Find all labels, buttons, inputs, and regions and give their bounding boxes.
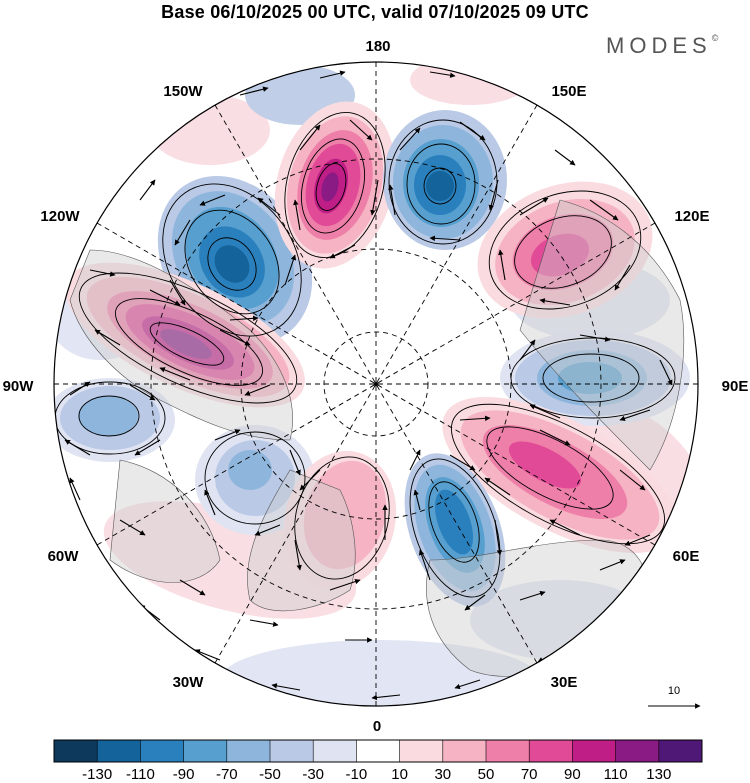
lon-label-30e: 30E bbox=[551, 674, 578, 691]
colorbar-swatch bbox=[97, 740, 141, 762]
colorbar-tick-label: 90 bbox=[564, 766, 581, 783]
lon-label-150e: 150E bbox=[551, 83, 586, 100]
colorbar-swatch bbox=[658, 740, 703, 762]
lon-label-120w: 120W bbox=[40, 208, 80, 225]
colorbar-swatch bbox=[572, 740, 617, 762]
plot-title: Base 06/10/2025 00 UTC, valid 07/10/2025… bbox=[161, 2, 589, 22]
anomaly-positive-120e bbox=[477, 181, 653, 319]
colorbar-tick-label: 50 bbox=[478, 766, 495, 783]
graticule bbox=[54, 62, 698, 706]
anomaly-negative-90w bbox=[54, 378, 175, 462]
colorbar-tick-label: -50 bbox=[259, 766, 281, 783]
anomaly-negative-60w bbox=[195, 425, 315, 535]
colorbar-labels: -130 -110 -90 -70 -50 -30 -10 10 30 50 70 90 110 130 bbox=[82, 740, 671, 783]
north-pole-dot bbox=[374, 382, 378, 386]
colorbar-tick-label: -10 bbox=[346, 766, 368, 783]
lon-label-120e: 120E bbox=[674, 208, 709, 225]
colorbar-tick-label: -30 bbox=[302, 766, 324, 783]
wind-vectors bbox=[64, 70, 697, 701]
colorbar-swatch bbox=[226, 740, 271, 762]
colorbar-tick-label: 70 bbox=[521, 766, 538, 783]
colorbar: -130 -110 -90 -70 -50 -30 -10 10 30 50 70 90 110 130 bbox=[53, 739, 703, 783]
colorbar-tick-label: 110 bbox=[604, 766, 628, 783]
colorbar-tick-label: -110 bbox=[126, 766, 155, 783]
lon-label-180: 180 bbox=[365, 38, 390, 55]
lon-label-30w: 30W bbox=[173, 674, 205, 691]
colorbar-swatch bbox=[529, 740, 573, 762]
colorbar-swatch bbox=[313, 740, 357, 762]
colorbar-swatches bbox=[54, 740, 703, 762]
colorbar-swatch bbox=[399, 740, 444, 762]
reference-vector: 10 bbox=[648, 685, 701, 709]
anomaly-negative-165e bbox=[383, 110, 507, 250]
anomaly-positive-60e bbox=[442, 397, 678, 553]
copyright-mark: © bbox=[711, 33, 719, 43]
brand-logo: MODES© bbox=[606, 33, 718, 59]
longitude-labels: 180 150E 120E 90E 60E 30E 0 30W 60W 90W … bbox=[3, 38, 749, 735]
colorbar-tick-label: -90 bbox=[173, 766, 195, 783]
colorbar-swatch bbox=[54, 740, 98, 762]
colorbar-swatch bbox=[140, 740, 185, 762]
anomaly-positive-170w bbox=[274, 101, 396, 269]
colorbar-swatch bbox=[615, 740, 660, 762]
colorbar-frame bbox=[53, 739, 703, 763]
reference-vector-label: 10 bbox=[668, 685, 680, 697]
lon-label-60e: 60E bbox=[673, 548, 700, 565]
colorbar-tick-label: -130 bbox=[82, 766, 112, 783]
anomaly-negative-20e bbox=[404, 453, 506, 607]
colorbar-swatch bbox=[270, 740, 314, 762]
colorbar-swatch bbox=[356, 740, 401, 762]
anomaly-negative-90e bbox=[500, 330, 690, 426]
lon-label-0: 0 bbox=[373, 718, 381, 735]
colorbar-tick-label: 130 bbox=[646, 766, 671, 783]
contour-lines bbox=[54, 111, 676, 598]
colorbar-tick-label: 10 bbox=[391, 766, 408, 783]
lon-label-90w: 90W bbox=[3, 378, 35, 395]
lon-label-60w: 60W bbox=[48, 548, 80, 565]
map-border bbox=[53, 61, 699, 707]
lon-label-150w: 150W bbox=[163, 83, 203, 100]
brand-name: MODES bbox=[606, 33, 712, 58]
colorbar-swatch bbox=[442, 740, 487, 762]
colorbar-swatch bbox=[183, 740, 228, 762]
colorbar-tick-label: 30 bbox=[434, 766, 451, 783]
colorbar-tick-label: -70 bbox=[216, 766, 238, 783]
lon-label-90e: 90E bbox=[722, 378, 749, 395]
colorbar-swatch bbox=[486, 740, 530, 762]
